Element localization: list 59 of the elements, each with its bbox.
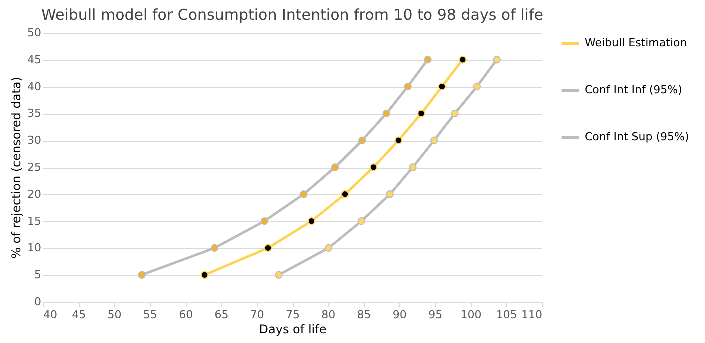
x-tick-label: 80 [322, 308, 336, 322]
x-tick-label: 85 [357, 308, 372, 322]
x-tick-label: 90 [392, 308, 407, 322]
x-tick-label: 95 [428, 308, 443, 322]
point [260, 217, 269, 226]
point [341, 190, 350, 198]
y-tick-label: 30 [28, 134, 42, 148]
legend-label: Conf Int Inf (95%) [585, 84, 682, 96]
y-tick-label: 15 [28, 214, 42, 228]
x-tick-label: 110 [522, 308, 542, 322]
point [358, 136, 366, 144]
legend-label: Conf Int Sup (95%) [585, 130, 690, 144]
point [358, 217, 366, 226]
point [473, 82, 481, 91]
point [438, 82, 446, 91]
x-axis-title: Days of life [259, 322, 327, 336]
point [275, 271, 283, 279]
point [386, 190, 394, 198]
point [370, 164, 378, 172]
x-tick-label: 75 [286, 308, 300, 322]
x-tick-label: 65 [214, 308, 229, 322]
y-tick-label: 50 [28, 26, 42, 40]
point [394, 136, 403, 144]
y-tick-label: 45 [28, 53, 42, 66]
y-tick-label: 40 [28, 80, 42, 94]
chart-title: Weibull model for Consumption Intention from 10 to 98 days of life [42, 6, 544, 24]
point [264, 244, 272, 252]
point [424, 56, 432, 64]
x-tick-label: 70 [250, 308, 264, 322]
y-tick-label: 25 [28, 161, 42, 174]
point [493, 56, 501, 64]
point [210, 244, 219, 252]
point [308, 217, 316, 226]
x-tick-label: 40 [44, 308, 58, 322]
x-tick-label: 50 [108, 308, 122, 322]
y-tick-label: 35 [28, 107, 42, 120]
x-tick-label: 45 [72, 308, 86, 322]
x-tick-label: 55 [143, 308, 158, 322]
y-tick-label: 5 [34, 268, 42, 282]
y-tick-label: 10 [28, 242, 42, 255]
point [300, 190, 308, 198]
point [418, 110, 426, 118]
point [325, 244, 333, 252]
point [459, 56, 467, 64]
point [430, 136, 438, 144]
point [451, 110, 459, 118]
x-tick-label: 100 [460, 308, 482, 322]
point [382, 110, 390, 118]
y-tick-label: 20 [28, 188, 42, 201]
y-axis-title: % of rejection (censored data) [10, 77, 24, 259]
point [409, 164, 417, 172]
x-tick-label: 105 [496, 308, 518, 322]
point [404, 82, 412, 91]
x-tick-label: 60 [179, 308, 194, 322]
point [331, 164, 340, 172]
y-tick-label: 0 [34, 296, 42, 308]
point [138, 271, 146, 279]
point [200, 271, 209, 279]
legend-label: Weibull Estimation [585, 36, 688, 50]
